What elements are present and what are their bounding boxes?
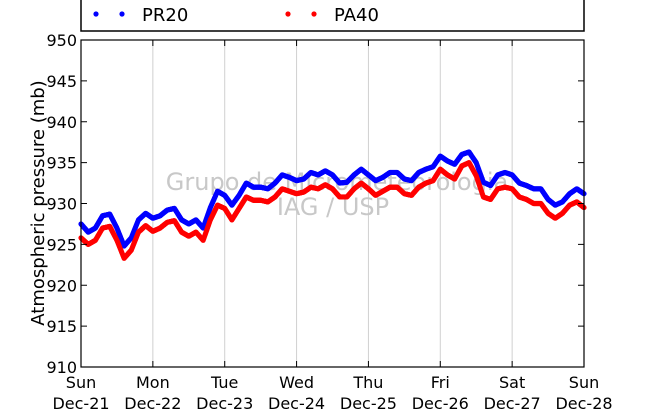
x-tick-label-day: Wed [279, 373, 314, 392]
legend-box [80, 0, 585, 32]
series-pr20 [78, 149, 587, 249]
x-tick-label-day: Sun [569, 373, 599, 392]
x-tick-label-date: Dec-21 [52, 394, 109, 409]
x-tick-label-date: Dec-23 [196, 394, 253, 409]
y-tick-label: 925 [46, 235, 77, 254]
x-tick-label-day: Sun [66, 373, 96, 392]
legend-marker [311, 11, 317, 17]
y-tick-label: 920 [46, 276, 77, 295]
legend-marker [285, 11, 291, 17]
x-tick-label-date: Dec-22 [124, 394, 181, 409]
series-pa40 [78, 160, 587, 261]
y-axis: 910 915 920 925 930 935 940 945 950 [46, 31, 584, 377]
x-tick-label-day: Mon [136, 373, 170, 392]
legend-marker [119, 11, 125, 17]
x-axis: Sun Dec-21 Mon Dec-22 Tue Dec-23 Wed Dec-24 Thu D… [52, 40, 613, 409]
y-tick-label: 930 [46, 195, 77, 214]
y-tick-label: 915 [46, 317, 77, 336]
y-axis-title: Atmospheric pressure (mb) [28, 80, 49, 325]
y-tick-label: 935 [46, 154, 77, 173]
series-layer [78, 149, 587, 261]
y-tick-label: 945 [46, 72, 77, 91]
x-tick-label-day: Fri [431, 373, 450, 392]
y-tick-label: 940 [46, 113, 77, 132]
legend-label: PR20 [142, 5, 188, 26]
legend-label: PA40 [334, 5, 379, 26]
y-tick-label: 910 [46, 358, 77, 377]
legend-marker [93, 11, 99, 17]
y-tick-label: 950 [46, 31, 77, 50]
x-tick-label-day: Sat [499, 373, 525, 392]
x-tick-label-date: Dec-25 [340, 394, 397, 409]
x-tick-label-date: Dec-24 [268, 394, 325, 409]
x-tick-label-day: Thu [352, 373, 383, 392]
x-tick-label-date: Dec-27 [484, 394, 541, 409]
grid-lines [152, 40, 513, 367]
plot-area [81, 40, 584, 367]
x-tick-label-date: Dec-28 [555, 394, 612, 409]
x-tick-label-day: Tue [210, 373, 238, 392]
legend: PR20 PA40 [93, 5, 379, 26]
watermark-line-2: IAG / USP [277, 193, 389, 221]
x-tick-label-date: Dec-26 [412, 394, 469, 409]
